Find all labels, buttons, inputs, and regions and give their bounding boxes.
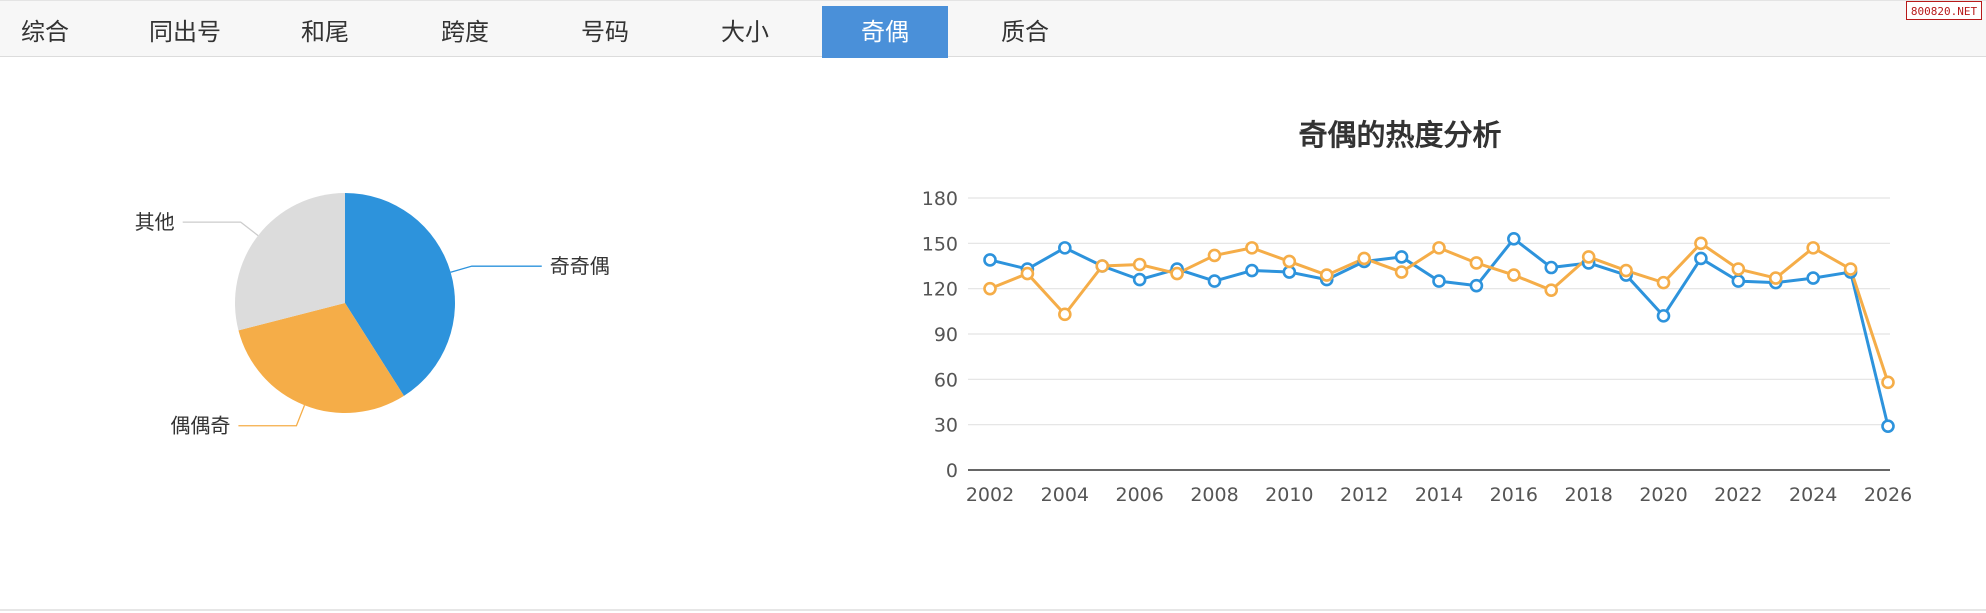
pie-leader-0 [450, 265, 542, 273]
pie-leaders [182, 221, 542, 427]
x-tick-label: 2002 [966, 484, 1014, 506]
series-0-point [1469, 278, 1484, 293]
series-0-point [1207, 274, 1222, 288]
y-tick-label: 30 [934, 415, 958, 437]
y-tick-label: 60 [934, 369, 958, 391]
y-tick-label: 90 [934, 324, 958, 346]
chart-grid [968, 197, 1890, 471]
chart-points [983, 232, 1895, 433]
x-tick-label: 2020 [1639, 484, 1687, 506]
x-tick-label: 2018 [1564, 484, 1612, 506]
tab-bar: 综合 同出号 和尾 跨度 号码 大小 奇偶 质合 [0, 0, 1986, 58]
x-tick-label: 2022 [1714, 484, 1762, 506]
series-1-point [1170, 266, 1184, 281]
pie-leader-1 [238, 405, 306, 427]
x-tick-label: 2004 [1041, 484, 1089, 506]
chart-series [989, 237, 1890, 427]
tab-jiou[interactable]: 奇偶 [822, 6, 948, 58]
x-tick-label: 2010 [1265, 484, 1313, 506]
series-1-point [1319, 268, 1334, 282]
x-tick-label: 2006 [1115, 484, 1163, 506]
series-1-point [1095, 259, 1110, 273]
series-0-point [983, 253, 997, 267]
series-0-point [1245, 263, 1259, 278]
pie-label-0: 奇奇偶 [550, 254, 610, 278]
x-tick-label: 2024 [1789, 484, 1837, 506]
series-0-point [1731, 274, 1746, 288]
bottom-divider [0, 609, 1986, 611]
x-tick-label: 2016 [1490, 484, 1538, 506]
chart-title: 奇偶的热度分析 [1298, 118, 1501, 152]
series-1-point [1245, 241, 1259, 255]
series-1-point [1394, 265, 1409, 279]
tab-hewei[interactable]: 和尾 [301, 18, 349, 46]
series-0-point [1394, 250, 1409, 264]
series-0-point [1432, 274, 1446, 288]
x-tick-label: 2008 [1190, 484, 1238, 506]
y-tick-label: 180 [922, 188, 958, 210]
y-tick-label: 120 [922, 279, 958, 301]
series-1-point [1768, 271, 1783, 285]
tab-tongchuhao[interactable]: 同出号 [149, 18, 221, 46]
tab-zhihe[interactable]: 质合 [1001, 18, 1049, 46]
series-0-point [1881, 419, 1895, 433]
series-1-point [1881, 375, 1895, 390]
series-1-point [1058, 307, 1072, 322]
pie-label-2: 其他 [135, 210, 175, 234]
series-0-point [1544, 260, 1559, 275]
series-1-point [983, 281, 997, 296]
series-1-point [1581, 250, 1596, 264]
tab-haoma[interactable]: 号码 [581, 18, 629, 46]
y-axis-ticks: 0 30 60 90 120 150 180 [922, 188, 958, 482]
series-1-point [1132, 257, 1147, 272]
series-1-point [1357, 251, 1371, 266]
series-0-point [1656, 309, 1671, 323]
tab-zonghe[interactable]: 综合 [21, 18, 69, 46]
series-line-1 [989, 241, 1890, 383]
x-tick-label: 2014 [1415, 484, 1463, 506]
pie-slice-0 [345, 193, 455, 396]
series-line-0 [989, 237, 1890, 427]
series-1-point [1731, 262, 1746, 276]
series-1-point [1656, 275, 1671, 290]
series-1-point [1694, 236, 1708, 251]
series-0-point [1694, 251, 1708, 266]
y-tick-label: 0 [946, 460, 958, 482]
series-1-point [1619, 263, 1633, 278]
pie-label-1: 偶偶奇 [170, 414, 230, 438]
series-1-point [1806, 241, 1820, 255]
pie-leader-2 [182, 221, 259, 237]
series-1-point [1282, 254, 1297, 269]
series-0-point [1132, 272, 1147, 287]
pie-slice-1 [238, 303, 404, 413]
series-0-point [1806, 271, 1820, 285]
series-1-point [1507, 268, 1521, 282]
watermark: 800820.NET [1906, 1, 1982, 20]
series-1-point [1469, 256, 1484, 270]
x-tick-label: 2012 [1340, 484, 1388, 506]
y-tick-label: 150 [922, 233, 958, 255]
pie-slices [235, 193, 455, 413]
series-1-point [1544, 283, 1559, 297]
x-tick-label: 2026 [1864, 484, 1912, 506]
series-1-point [1207, 248, 1222, 263]
tab-daxiao[interactable]: 大小 [721, 18, 769, 46]
x-axis-ticks: 2002 2004 2006 2008 2010 2012 2014 2016 2018 2020… [966, 484, 1912, 506]
series-1-point [1843, 262, 1858, 276]
series-1-point [1432, 241, 1446, 255]
pie-slice-2 [235, 193, 345, 331]
series-0-point [1058, 241, 1072, 255]
tab-kuadu[interactable]: 跨度 [441, 18, 489, 46]
series-1-point [1020, 266, 1035, 281]
series-0-point [1507, 232, 1521, 246]
